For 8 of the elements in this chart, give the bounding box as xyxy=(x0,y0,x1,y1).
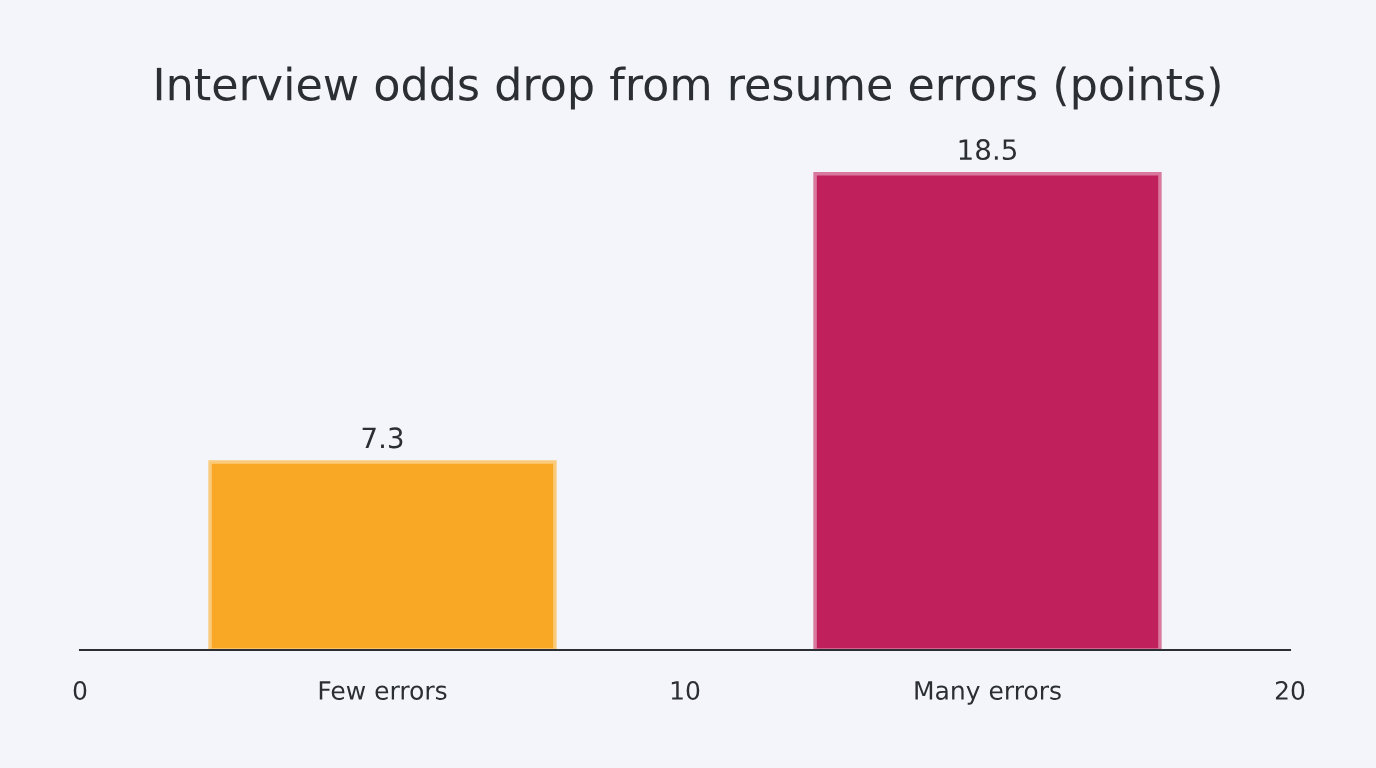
data-label: 7.3 xyxy=(362,427,403,449)
x2-tick-label: 0 xyxy=(73,681,87,700)
x-tick-label: Many errors xyxy=(915,681,1061,705)
x-tick-label: Few errors xyxy=(319,681,447,700)
x2-tick-label: 20 xyxy=(1275,681,1305,700)
x2-tick-label: 10 xyxy=(671,681,700,700)
chart-title: Interview odds drop from resume errors (points) xyxy=(156,66,1220,110)
data-label: 18.5 xyxy=(959,139,1016,161)
